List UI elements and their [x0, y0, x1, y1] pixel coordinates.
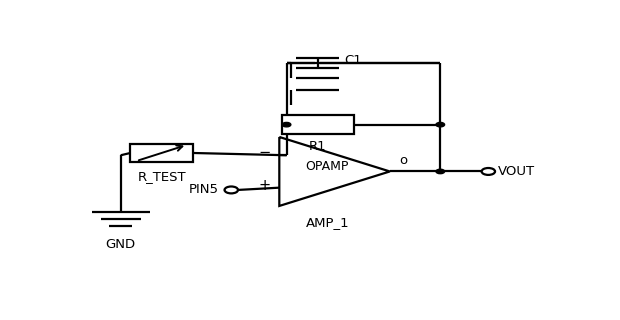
Text: OPAMP: OPAMP: [306, 160, 349, 173]
Text: VOUT: VOUT: [498, 165, 535, 178]
Circle shape: [436, 169, 445, 174]
Text: GND: GND: [105, 238, 136, 251]
Text: +: +: [259, 178, 271, 193]
Circle shape: [282, 123, 291, 127]
Text: PIN5: PIN5: [189, 183, 219, 196]
Text: AMP_1: AMP_1: [306, 216, 349, 229]
Bar: [281, 115, 354, 134]
Text: o: o: [399, 154, 407, 166]
Text: −: −: [259, 145, 271, 160]
Bar: [130, 144, 193, 162]
Circle shape: [436, 123, 445, 127]
Text: R1: R1: [309, 140, 327, 153]
Text: R_TEST: R_TEST: [137, 170, 186, 183]
Text: C1: C1: [344, 54, 362, 67]
